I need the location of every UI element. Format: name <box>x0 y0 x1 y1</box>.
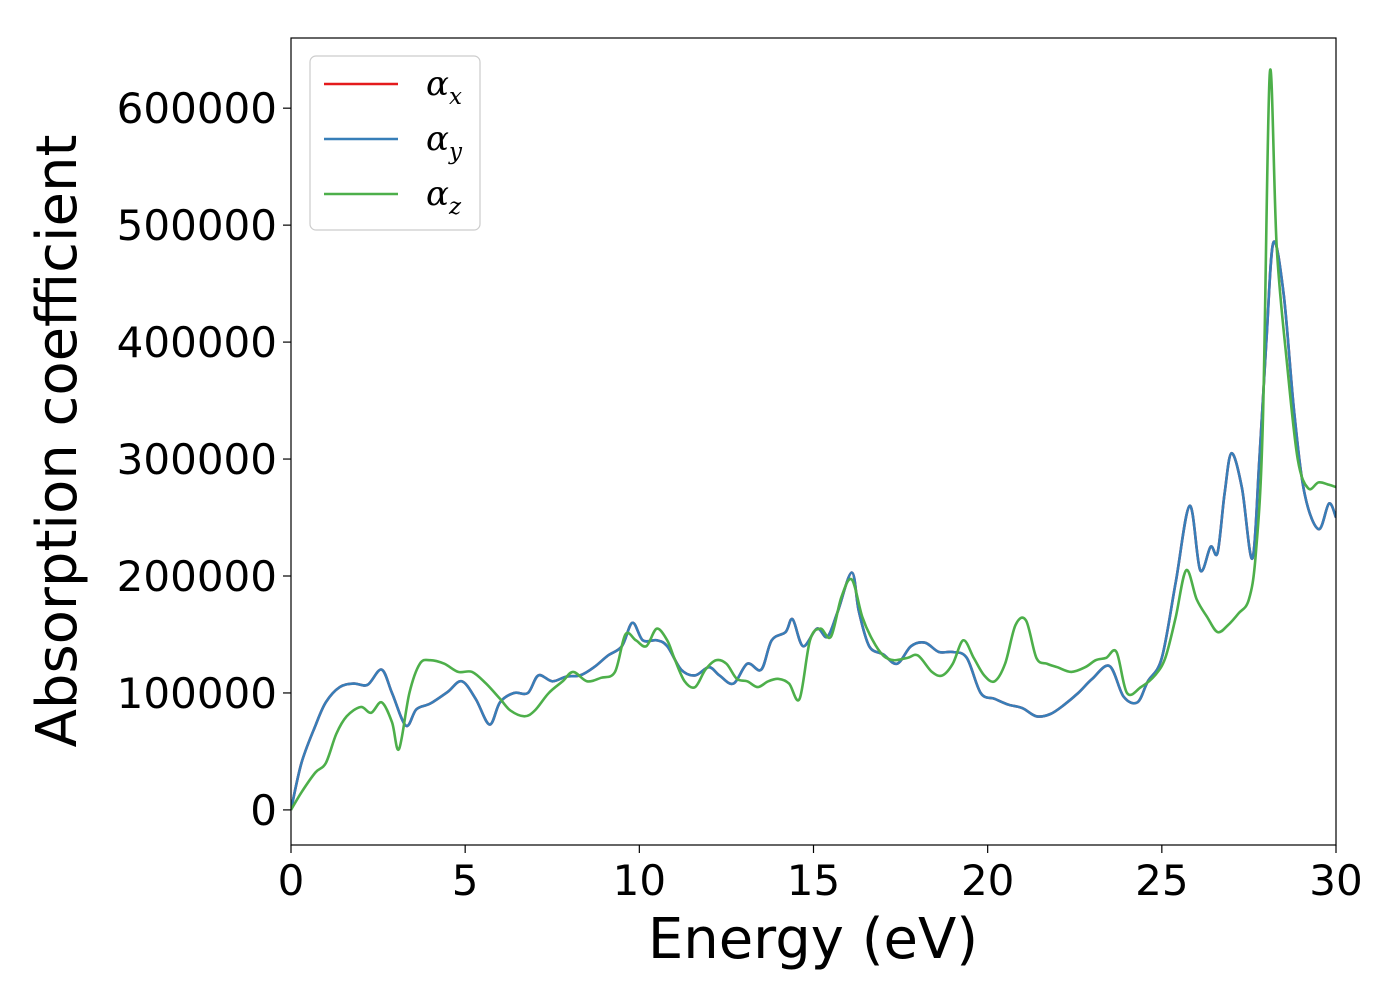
y-tick-label: 400000 <box>117 318 277 367</box>
x-axis: 0 5 10 15 20 25 30 <box>278 845 1363 905</box>
y-tick-label: 600000 <box>117 84 277 133</box>
y-tick-label: 500000 <box>117 201 277 250</box>
x-tick-label: 5 <box>452 856 479 905</box>
x-tick-label: 10 <box>613 856 666 905</box>
y-axis-label: Absorption coefficient <box>25 135 90 748</box>
y-axis: 0 100000 200000 300000 400000 500000 600000 <box>117 84 291 835</box>
legend-label-y: αy <box>426 119 463 165</box>
x-tick-label: 25 <box>1135 856 1188 905</box>
x-axis-label: Energy (eV) <box>648 907 978 972</box>
y-tick-label: 200000 <box>117 552 277 601</box>
y-tick-label: 300000 <box>117 435 277 484</box>
x-tick-label: 30 <box>1309 856 1362 905</box>
x-tick-label: 20 <box>961 856 1014 905</box>
legend-box <box>309 55 481 231</box>
plot-lines <box>291 68 1336 811</box>
y-tick-label: 100000 <box>117 669 277 718</box>
legend-label-x: αx <box>426 64 462 110</box>
legend: αx αy αz <box>309 55 481 231</box>
legend-label-z: αz <box>426 174 462 220</box>
y-tick-label: 0 <box>250 786 277 835</box>
x-tick-label: 0 <box>278 856 305 905</box>
series-line-z <box>291 68 1336 811</box>
x-tick-label: 15 <box>787 856 840 905</box>
